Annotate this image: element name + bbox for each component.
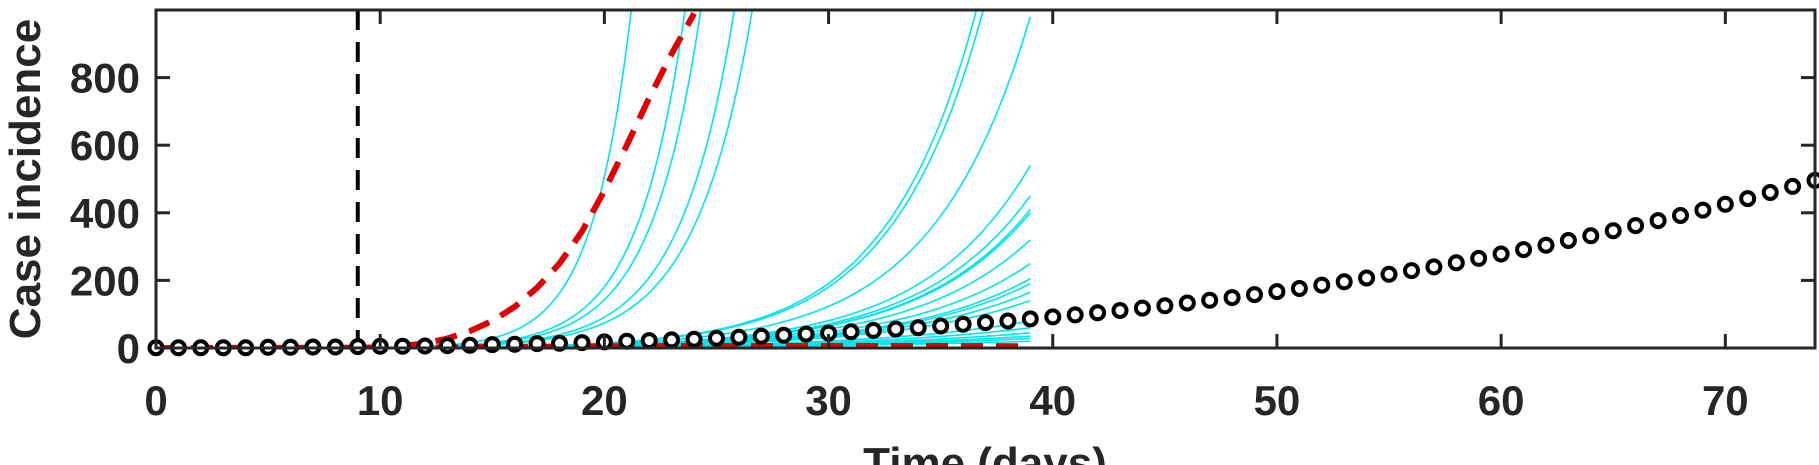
observed-point — [1021, 310, 1039, 328]
mean-curves — [156, 11, 1031, 348]
observed-point — [1694, 201, 1712, 219]
y-tick-label: 200 — [70, 257, 140, 304]
x-tick-label: 50 — [1254, 377, 1301, 424]
plot-area — [156, 10, 1815, 348]
observed-point — [1089, 304, 1107, 322]
observed-point — [1223, 289, 1241, 307]
observed-point — [1447, 254, 1465, 272]
observed-point — [663, 331, 681, 349]
observed-point — [999, 312, 1017, 330]
observed-point — [1133, 299, 1151, 317]
observed-point — [708, 329, 725, 347]
observed-point — [1290, 280, 1308, 297]
observed-point — [932, 317, 950, 335]
observed-point — [1470, 249, 1488, 267]
observed-point — [618, 332, 636, 350]
mean-curve-upper — [156, 11, 697, 348]
x-tick-label: 30 — [805, 377, 852, 424]
y-tick-label: 0 — [117, 325, 140, 372]
x-tick-label: 70 — [1702, 377, 1749, 424]
observed-point — [1178, 294, 1196, 312]
observed-point — [977, 314, 994, 332]
observed-point — [1739, 190, 1757, 208]
y-tick-label: 800 — [70, 55, 140, 102]
observed-point — [1582, 227, 1600, 245]
observed-point — [438, 337, 456, 355]
observed-point — [1425, 258, 1443, 276]
axis-ticks: 0 10 20 30 40 50 60 70 0 200 400 600 800 — [70, 10, 1815, 424]
observed-point — [1761, 184, 1779, 201]
observed-point — [864, 321, 882, 339]
observed-point — [887, 320, 905, 338]
observed-point — [1515, 241, 1533, 259]
observed-point — [1066, 306, 1084, 324]
observed-point — [1358, 269, 1376, 287]
y-tick-label: 400 — [70, 190, 140, 237]
observed-point — [1537, 236, 1555, 254]
observed-point — [640, 332, 658, 350]
x-tick-label: 60 — [1478, 377, 1525, 424]
y-axis-label: Case incidence — [1, 19, 50, 339]
observed-point — [1268, 283, 1286, 301]
observed-point — [1380, 265, 1398, 283]
axes-frame — [154, 8, 1817, 350]
observed-point — [1403, 262, 1420, 280]
x-tick-label: 10 — [357, 377, 404, 424]
observed-point — [1044, 308, 1062, 326]
observed-point — [1559, 232, 1577, 249]
observed-point — [461, 336, 479, 354]
observed-point — [752, 327, 770, 345]
observed-point — [842, 323, 860, 341]
x-axis-label: Time (days) — [863, 439, 1107, 465]
x-tick-label: 40 — [1029, 377, 1076, 424]
observed-point — [1627, 217, 1645, 235]
x-tick-label: 20 — [581, 377, 628, 424]
observed-point — [394, 337, 412, 355]
observed-point — [1156, 297, 1174, 315]
observed-point — [1649, 212, 1667, 230]
observed-point — [1672, 207, 1689, 224]
y-tick-label: 600 — [70, 122, 140, 169]
mean-curve-lower — [156, 343, 1031, 348]
x-tick-label: 0 — [144, 377, 167, 424]
observed-point — [1201, 291, 1219, 309]
observed-point — [909, 319, 927, 337]
observed-point — [1313, 276, 1331, 294]
observed-point — [1784, 177, 1802, 195]
observed-point — [954, 315, 972, 333]
observed-point — [797, 325, 815, 343]
observed-point — [1604, 222, 1622, 240]
observed-point — [416, 337, 434, 355]
observed-point — [1492, 245, 1510, 263]
observed-point — [1335, 273, 1353, 291]
observed-point — [1716, 195, 1734, 213]
observed-point — [730, 328, 748, 346]
observed-point — [1246, 286, 1263, 304]
observed-point — [775, 326, 793, 344]
observed-point — [685, 330, 703, 348]
observed-point — [1111, 302, 1129, 319]
